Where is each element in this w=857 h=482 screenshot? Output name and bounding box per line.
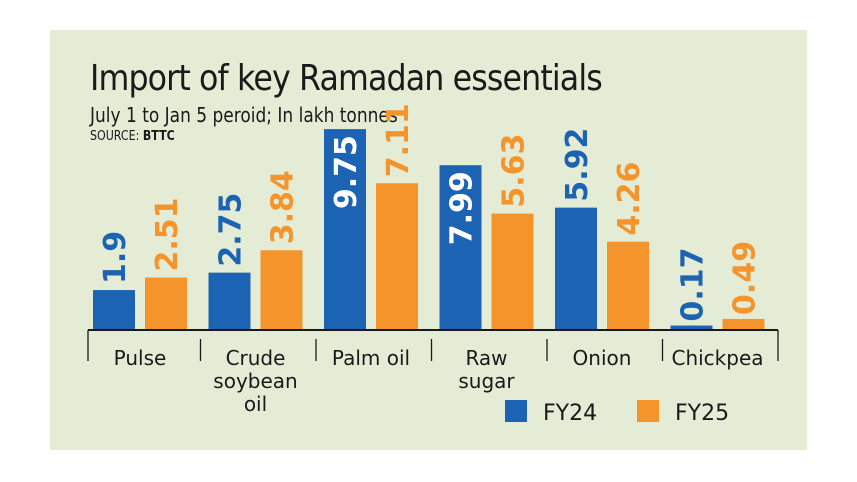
bar-fy24-3 [324, 129, 366, 329]
legend-swatch-fy25 [637, 400, 659, 422]
legend-label-fy25: FY25 [675, 401, 729, 426]
bar-fy24-1 [93, 290, 135, 329]
value-label-fy24-1: 1.9 [98, 231, 133, 284]
value-label-fy25-6: 0.49 [728, 241, 763, 315]
chart-title: Import of key Ramadan essentials [90, 58, 603, 99]
bar-fy24-2 [208, 272, 251, 329]
bar-fy25-1 [145, 277, 187, 329]
value-label-fy24-2: 2.75 [214, 193, 249, 267]
x-tick-label-1: Pulse [114, 346, 167, 370]
value-label-fy24-4: 7.99 [445, 171, 480, 245]
bar-fy25-6 [722, 318, 765, 329]
value-label-fy25-1: 2.51 [150, 198, 185, 272]
chart-subtitle: July 1 to Jan 5 peroid; In lakh tonnes [90, 103, 398, 127]
bar-fy24-4 [439, 165, 482, 329]
source-line: SOURCE: BTTC [90, 129, 175, 144]
x-tick-label-3: Palm oil [332, 346, 410, 370]
x-tick-label-6: Chickpea [671, 346, 763, 370]
bar-fy25-5 [607, 241, 649, 329]
value-label-fy24-3: 9.75 [329, 135, 364, 209]
chart-background [50, 30, 807, 450]
value-label-fy24-5: 5.92 [560, 128, 595, 202]
value-label-fy24-6: 0.17 [676, 247, 711, 321]
value-label-fy25-3: 7.11 [381, 103, 416, 177]
bar-fy25-3 [376, 183, 418, 329]
source-value: BTTC [142, 129, 175, 144]
value-label-fy25-4: 5.63 [497, 134, 532, 208]
legend-label-fy24: FY24 [543, 401, 597, 426]
x-tick-label-4: Raw sugar [458, 346, 515, 393]
bar-fy25-2 [260, 250, 303, 329]
value-label-fy25-2: 3.84 [266, 170, 301, 244]
bar-fy24-5 [555, 207, 597, 329]
value-label-fy25-5: 4.26 [612, 162, 647, 236]
x-tick-label-5: Onion [573, 346, 632, 370]
bar-fy24-6 [670, 325, 713, 329]
source-label: SOURCE: [90, 129, 140, 144]
bar-fy25-4 [491, 213, 534, 329]
legend-swatch-fy24 [505, 400, 527, 422]
x-tick-label-2: Crude soybean oil [213, 346, 297, 416]
